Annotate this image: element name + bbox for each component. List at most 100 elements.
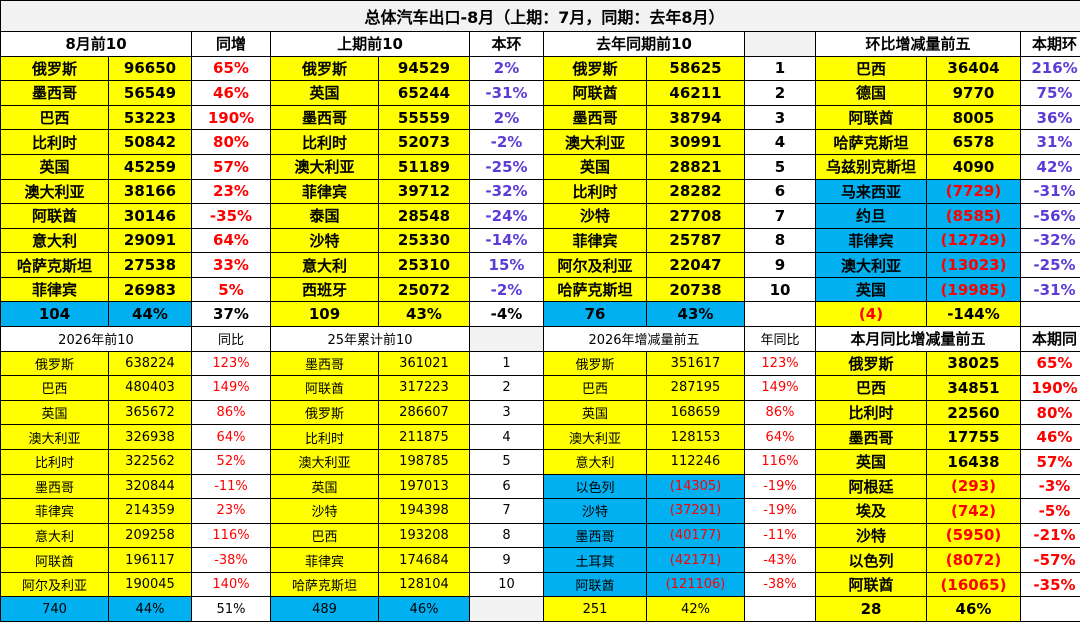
table-cell: 140% xyxy=(192,572,270,597)
table-cell: 俄罗斯 xyxy=(544,351,646,376)
table-cell: 沙特 xyxy=(544,499,646,523)
table-cell: 阿联酋 xyxy=(544,572,646,597)
table-cell: 38025 xyxy=(927,351,1020,376)
table-cell: 2 xyxy=(470,376,543,400)
table-cell: 俄罗斯 xyxy=(271,56,378,81)
table-cell: 480403 xyxy=(109,376,191,400)
table-cell: 80% xyxy=(1021,400,1080,425)
table-cell: 澳大利亚 xyxy=(1,425,108,449)
table-cell: 德国 xyxy=(816,81,926,105)
table-cell: 9 xyxy=(745,253,815,277)
table-cell: 沙特 xyxy=(271,499,378,523)
table-cell: 乌兹别克斯坦 xyxy=(816,154,926,179)
table-cell: -5% xyxy=(1021,499,1080,523)
table-cell: 57% xyxy=(1021,449,1080,474)
table-cell: 8005 xyxy=(927,105,1020,130)
table-cell: 30991 xyxy=(647,130,744,154)
table-cell: -35% xyxy=(1021,572,1080,597)
table-cell: -25% xyxy=(1021,253,1080,277)
table-cell: 193208 xyxy=(379,523,469,548)
table-cell: 361021 xyxy=(379,351,469,376)
table-cell: -31% xyxy=(1021,179,1080,204)
table-cell: 澳大利亚 xyxy=(544,130,646,154)
table-cell: 英国 xyxy=(816,277,926,302)
table-cell: 75% xyxy=(1021,81,1080,105)
table-cell: 9770 xyxy=(927,81,1020,105)
summary-cell: 104 xyxy=(1,302,108,326)
table-cell: 38794 xyxy=(647,105,744,130)
table-cell: 65% xyxy=(1021,351,1080,376)
table-cell: 39712 xyxy=(379,179,469,204)
table-cell: 365672 xyxy=(109,400,191,425)
table-cell: 巴西 xyxy=(1,105,108,130)
table-cell: 216% xyxy=(1021,56,1080,81)
table-cell: -35% xyxy=(192,204,270,228)
table-cell: 巴西 xyxy=(271,523,378,548)
table-cell: 55559 xyxy=(379,105,469,130)
table-cell: 287195 xyxy=(647,376,744,400)
table-cell: 阿尔及利亚 xyxy=(544,253,646,277)
table-cell: (19985) xyxy=(927,277,1020,302)
header-cell: 去年同期前10 xyxy=(544,32,744,56)
table-cell: 墨西哥 xyxy=(271,351,378,376)
table-cell: 菲律宾 xyxy=(544,228,646,253)
table-cell: 1 xyxy=(745,56,815,81)
table-cell: 俄罗斯 xyxy=(1,351,108,376)
table-cell: 10 xyxy=(745,277,815,302)
table-cell: (121106) xyxy=(647,572,744,597)
table-cell: 45259 xyxy=(109,154,191,179)
table-cell: 墨西哥 xyxy=(1,81,108,105)
table-cell: 51189 xyxy=(379,154,469,179)
table-cell: 31% xyxy=(1021,130,1080,154)
table-cell: 65% xyxy=(192,56,270,81)
table-cell: 25072 xyxy=(379,277,469,302)
summary-cell: 740 xyxy=(1,597,108,621)
table-cell: 6 xyxy=(745,179,815,204)
table-cell: 65244 xyxy=(379,81,469,105)
table-cell: 菲律宾 xyxy=(816,228,926,253)
table-cell: 28282 xyxy=(647,179,744,204)
table-cell: 128153 xyxy=(647,425,744,449)
table-cell: 澳大利亚 xyxy=(271,449,378,474)
summary-cell: -144% xyxy=(927,302,1020,326)
table-cell: 巴西 xyxy=(816,376,926,400)
table-cell: 4 xyxy=(745,130,815,154)
table-cell: (8072) xyxy=(927,548,1020,572)
table-cell: 4090 xyxy=(927,154,1020,179)
table-cell: 巴西 xyxy=(544,376,646,400)
table-cell: 6578 xyxy=(927,130,1020,154)
table-cell: 168659 xyxy=(647,400,744,425)
table-cell: 阿联酋 xyxy=(816,572,926,597)
table-cell: 190% xyxy=(192,105,270,130)
header-cell: 2026年前10 xyxy=(1,327,191,351)
table-cell: 57% xyxy=(192,154,270,179)
table-cell: 53223 xyxy=(109,105,191,130)
table-cell: (742) xyxy=(927,499,1020,523)
table-cell: 36404 xyxy=(927,56,1020,81)
table-cell: 8 xyxy=(745,228,815,253)
table-cell: 英国 xyxy=(1,400,108,425)
table-cell: 46211 xyxy=(647,81,744,105)
table-cell: 23% xyxy=(192,499,270,523)
table-cell: 5 xyxy=(745,154,815,179)
summary-cell: 43% xyxy=(379,302,469,326)
table-cell: -56% xyxy=(1021,204,1080,228)
table-cell: 英国 xyxy=(271,474,378,499)
table-cell: 86% xyxy=(192,400,270,425)
table-cell: 197013 xyxy=(379,474,469,499)
table-cell: 322562 xyxy=(109,449,191,474)
table-cell: 比利时 xyxy=(271,425,378,449)
table-cell: 320844 xyxy=(109,474,191,499)
table-cell: 墨西哥 xyxy=(816,425,926,449)
table-cell: 28548 xyxy=(379,204,469,228)
summary-cell: 251 xyxy=(544,597,646,621)
table-cell: 198785 xyxy=(379,449,469,474)
header-cell: 8月前10 xyxy=(1,32,191,56)
table-cell: -21% xyxy=(1021,523,1080,548)
table-cell: 64% xyxy=(745,425,815,449)
table-cell: 5 xyxy=(470,449,543,474)
table-cell: 56549 xyxy=(109,81,191,105)
table-cell: 30146 xyxy=(109,204,191,228)
table-cell: 5% xyxy=(192,277,270,302)
table-cell: 116% xyxy=(745,449,815,474)
